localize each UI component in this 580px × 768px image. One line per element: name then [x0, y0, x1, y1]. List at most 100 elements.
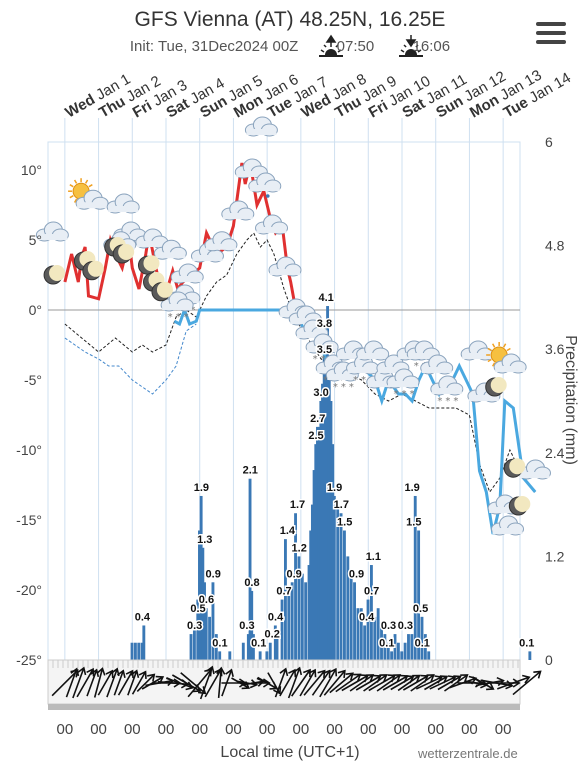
moon-crescent	[490, 377, 507, 393]
precipitation-bar	[290, 582, 294, 660]
cloud-base	[222, 213, 253, 219]
snowflake-icon: *	[445, 396, 450, 407]
sunset-time: 16:06	[412, 38, 451, 55]
wind-arrow	[497, 674, 531, 690]
wind-arrowhead	[130, 669, 140, 678]
precipitation-value-label: 0.1	[212, 637, 227, 649]
precipitation-value-label: 1.4	[280, 525, 296, 537]
hamburger-menu-icon[interactable]	[536, 22, 566, 46]
wind-arrowhead	[125, 669, 134, 679]
snow-cloud-icon: ***	[160, 291, 194, 323]
precipitation-bar	[359, 608, 363, 660]
cloud-icon	[35, 221, 69, 242]
precipitation-bar	[322, 357, 326, 660]
precipitation-bar	[331, 444, 335, 660]
precipitation-value-label: 0.8	[244, 577, 259, 589]
wind-shaft	[76, 668, 94, 698]
wind-shaft	[329, 672, 354, 694]
axes: 10° 5° 0° -5° -10° -15° -20° -25° 6 4.8 3.6 2.4 1.2 0…	[16, 67, 579, 738]
raindrop-icon	[265, 194, 270, 198]
snowflake-icon: *	[333, 382, 338, 393]
cloud-base	[431, 388, 462, 394]
wind-shaft	[341, 674, 369, 692]
cloud-icon	[106, 193, 140, 214]
precipitation-bar	[326, 306, 330, 660]
precipitation-bar	[356, 608, 360, 660]
precipitation-bar	[329, 401, 333, 660]
wind-arrows	[47, 659, 542, 710]
wind-arrowhead	[216, 666, 226, 675]
wind-arrowhead	[86, 667, 95, 677]
wind-arrow	[363, 674, 388, 692]
wind-shaft	[279, 669, 296, 697]
wind-arrow	[236, 679, 259, 689]
init-time: Init: Tue, 31Dec2024 00Z	[129, 38, 299, 55]
chart-subtitle: Init: Tue, 31Dec2024 00Z 07:50 16:06	[0, 38, 580, 55]
sun-ray	[320, 49, 325, 53]
cloud-icon	[153, 239, 187, 260]
cloud-base	[172, 276, 203, 282]
wind-panel-scrollbar	[48, 704, 520, 710]
precipitation-bar	[423, 634, 427, 660]
wind-arrow	[274, 667, 289, 698]
wind-arrowhead	[439, 675, 449, 684]
wind-arrowhead	[70, 667, 80, 677]
temperature-tick-label: -5°	[24, 372, 42, 388]
up-arrow	[325, 34, 337, 47]
cloud-icon	[376, 354, 410, 375]
snowflake-icon: *	[394, 389, 399, 400]
cloud-icon	[234, 158, 268, 179]
moon-crescent	[143, 255, 160, 272]
precipitation-bar	[393, 634, 397, 660]
wind-arrowhead	[205, 665, 215, 675]
wind-arrow	[86, 668, 100, 697]
precipitation-bar	[383, 634, 387, 660]
precipitation-bar	[349, 573, 353, 660]
wind-arrow	[299, 668, 317, 697]
wind-shaft	[429, 676, 456, 690]
precipitation-bar	[204, 608, 208, 660]
precipitation-bar	[133, 642, 137, 660]
wind-arrow	[349, 674, 375, 692]
temperature-tick-label: 0°	[29, 302, 42, 318]
wind-shaft	[187, 668, 212, 698]
cloud-base	[462, 353, 493, 359]
temperature-tick-label: 10°	[21, 162, 42, 178]
wind-arrowhead	[185, 681, 194, 691]
temperature-tick-label: -10°	[16, 442, 42, 458]
snowflake-icon: *	[453, 396, 458, 407]
moon-icon	[82, 260, 104, 281]
precipitation-bar	[211, 582, 215, 660]
wind-arrowhead	[317, 669, 326, 678]
wind-shaft	[402, 675, 429, 691]
precipitation-bar	[390, 651, 394, 660]
precipitation-bar	[228, 651, 232, 660]
down-arrow	[405, 35, 417, 48]
precipitation-value-label: 3.8	[317, 318, 332, 330]
precipitation-value-label: 1.7	[334, 499, 349, 511]
cloud-icon	[491, 515, 525, 536]
precipitation-value-label: 2.5	[308, 430, 323, 442]
cloud-icon	[460, 340, 494, 361]
precipitation-value-label: 0.5	[413, 603, 428, 615]
cloud-base	[296, 332, 327, 338]
precipitation-bar	[343, 530, 346, 660]
wind-shaft	[72, 667, 85, 699]
wind-shaft	[397, 674, 420, 692]
wind-arrow	[335, 673, 362, 693]
precipitation-value-label: 0.9	[286, 568, 301, 580]
wind-shaft	[199, 666, 214, 700]
wind-shaft	[93, 668, 104, 698]
precipitation-tick-label: 0	[545, 652, 553, 668]
precipitation-value-label: 1.9	[327, 482, 342, 494]
cloud-base	[388, 381, 418, 387]
precipitation-bar	[198, 530, 201, 660]
cloud-icon	[244, 116, 278, 137]
precipitation-bar	[317, 426, 321, 660]
precipitation-value-label: 0.4	[359, 611, 375, 623]
cloud-icon	[204, 231, 238, 252]
precipitation-bar	[284, 539, 287, 660]
snowflake-icon: *	[339, 375, 344, 386]
cloud-base	[205, 243, 236, 250]
precipitation-axis-label: Precipitation (mm)	[562, 335, 579, 465]
